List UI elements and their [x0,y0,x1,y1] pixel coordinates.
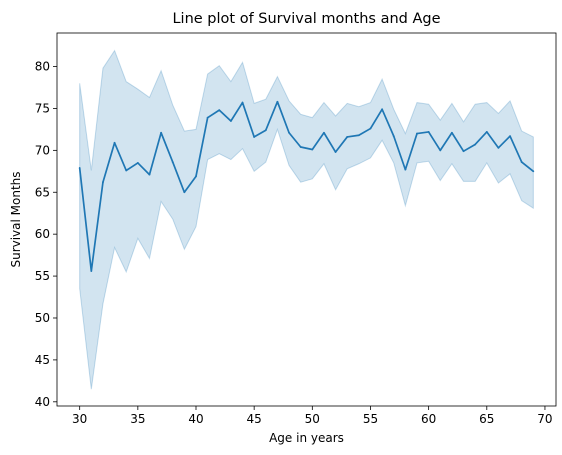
data-point [276,100,279,103]
data-point [102,181,104,184]
x-tick-label: 60 [421,412,436,426]
plot-area [78,49,535,390]
data-point [218,109,221,112]
data-point [78,167,81,169]
data-point [311,148,314,151]
x-tick-label: 65 [479,412,494,426]
data-point [323,131,325,134]
data-point [125,169,128,172]
data-point [171,161,174,163]
data-point [416,132,418,135]
data-point [90,270,93,272]
data-point [451,131,453,134]
y-tick-label: 70 [35,143,50,157]
chart-title: Line plot of Survival months and Age [172,11,440,27]
data-point [334,151,337,153]
data-point [357,134,360,137]
data-point [229,120,232,122]
data-point [148,173,151,176]
data-point [497,146,500,149]
confidence-band [79,49,534,390]
data-point [381,108,384,111]
x-axis-title: Age in years [269,431,344,445]
data-point [532,170,535,173]
y-tick-label: 65 [35,185,50,199]
data-point [136,162,139,164]
data-point [253,136,256,138]
data-point [509,135,511,138]
data-point [183,191,186,194]
y-axis: 40 45 50 55 60 65 70 75 80 [35,60,57,409]
data-point [113,141,116,144]
x-tick-label: 35 [130,412,145,426]
data-point [346,136,349,138]
data-point [520,161,523,163]
y-tick-label: 60 [35,227,50,241]
data-point [392,135,395,138]
y-tick-label: 50 [35,311,50,325]
x-tick-label: 40 [188,412,203,426]
data-point [462,150,465,153]
data-point [474,143,477,146]
y-tick-label: 55 [35,269,50,283]
x-tick-label: 55 [363,412,378,426]
y-tick-label: 80 [35,60,50,74]
data-point [206,116,209,119]
data-point [241,101,244,104]
data-point [264,129,267,132]
data-point [427,131,430,133]
y-tick-label: 45 [35,353,50,367]
survival-line [78,100,534,272]
axes-frame [56,32,557,407]
x-tick-label: 70 [537,412,552,426]
data-point [404,168,407,171]
data-point [485,131,488,133]
data-point [369,127,372,130]
x-tick-label: 50 [305,412,320,426]
x-tick-label: 30 [72,412,87,426]
y-axis-title: Survival Months [9,171,23,267]
y-tick-label: 75 [35,101,50,115]
y-tick-label: 40 [35,395,50,409]
data-point [160,131,163,134]
x-axis: 30 35 40 45 50 55 60 65 70 [72,406,553,426]
data-point [299,146,302,148]
data-point [288,131,290,134]
x-tick-label: 45 [247,412,262,426]
data-point [439,149,442,152]
data-point [195,175,197,178]
